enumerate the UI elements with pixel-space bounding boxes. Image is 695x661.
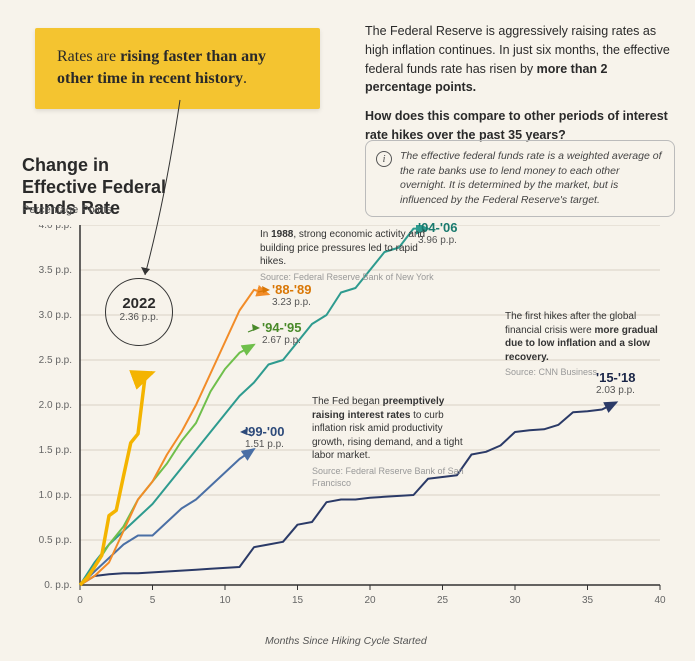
info-box: i The effective federal funds rate is a … xyxy=(365,140,675,217)
annotation-1999: The Fed began preemptively raising inter… xyxy=(312,395,477,489)
intro-p2: How does this compare to other periods o… xyxy=(365,107,675,145)
headline-callout: Rates are rising faster than any other t… xyxy=(35,28,320,109)
x-axis-title: Months Since Hiking Cycle Started xyxy=(265,635,427,647)
callout-after: . xyxy=(243,70,247,87)
svg-text:0: 0 xyxy=(77,595,83,606)
label-2022-year: 2022 xyxy=(106,295,172,312)
label-2022-pp: 2.36 p.p. xyxy=(106,312,172,323)
svg-text:0. p.p.: 0. p.p. xyxy=(44,580,72,591)
info-text: The effective federal funds rate is a we… xyxy=(400,150,662,206)
svg-text:2.5 p.p.: 2.5 p.p. xyxy=(39,355,72,366)
svg-text:5: 5 xyxy=(150,595,156,606)
series-label-9900: '99-'00 1.51 p.p. xyxy=(245,424,284,450)
chart-subtitle: Percentage Points xyxy=(22,204,112,216)
svg-text:25: 25 xyxy=(437,595,449,606)
series-label-2022-circle: 2022 2.36 p.p. xyxy=(105,278,173,346)
series-label-9495: '94-'95 2.67 p.p. xyxy=(262,320,301,346)
svg-text:20: 20 xyxy=(364,595,376,606)
svg-text:1.0 p.p.: 1.0 p.p. xyxy=(39,490,72,501)
series-label-8889: '88-'89 3.23 p.p. xyxy=(272,282,311,308)
info-icon: i xyxy=(376,151,392,167)
svg-text:4.0 p.p.: 4.0 p.p. xyxy=(39,225,72,231)
svg-text:1.5 p.p.: 1.5 p.p. xyxy=(39,445,72,456)
svg-text:3.0 p.p.: 3.0 p.p. xyxy=(39,310,72,321)
annotation-2015: The first hikes after the global financi… xyxy=(505,310,670,378)
callout-before: Rates are xyxy=(57,48,120,65)
annotation-1988: In 1988, strong economic activity and bu… xyxy=(260,228,435,283)
svg-text:3.5 p.p.: 3.5 p.p. xyxy=(39,265,72,276)
svg-text:35: 35 xyxy=(582,595,594,606)
intro-text: The Federal Reserve is aggressively rais… xyxy=(365,22,675,145)
svg-text:15: 15 xyxy=(292,595,304,606)
intro-p1-before: The Federal Reserve is aggressively rais… xyxy=(365,24,670,76)
svg-text:2.0 p.p.: 2.0 p.p. xyxy=(39,400,72,411)
svg-text:0.5 p.p.: 0.5 p.p. xyxy=(39,535,72,546)
svg-text:40: 40 xyxy=(654,595,666,606)
svg-text:30: 30 xyxy=(509,595,521,606)
svg-text:10: 10 xyxy=(219,595,231,606)
